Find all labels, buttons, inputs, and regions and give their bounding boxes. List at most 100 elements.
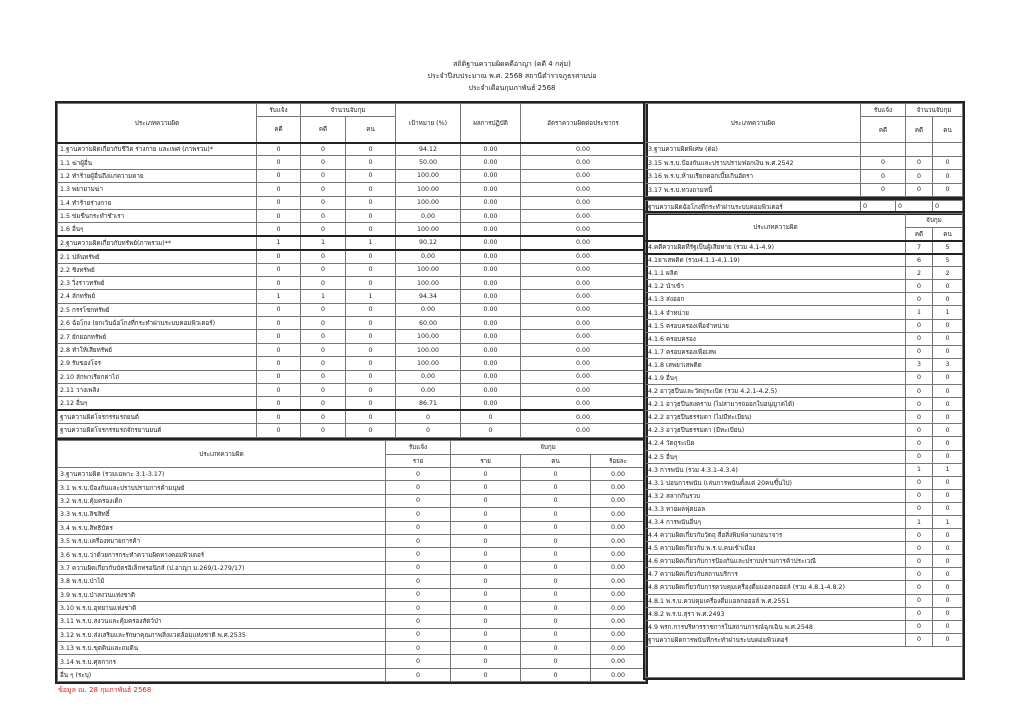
row-value: 0 — [300, 342, 346, 358]
col-header-arrested: จำนวนจับกุม — [905, 103, 963, 117]
row-value: 0 — [450, 507, 521, 522]
row-value: 0 — [460, 423, 521, 438]
row-value: 0 — [345, 409, 396, 425]
row-value: 0 — [932, 423, 963, 438]
blank-cell — [645, 645, 963, 678]
row-value: 0 — [905, 501, 933, 516]
table-row: 3.15 พ.ร.บ.ป้องกันและปราบปรามฟอกเงิน พ.ศ… — [645, 155, 963, 170]
row-value: 0 — [345, 262, 396, 277]
row-label: 3.13 พ.ร.บ.ขุดดินและถมดิน — [57, 641, 386, 656]
row-value: 0.00 — [395, 383, 461, 398]
row-value: 0 — [932, 397, 963, 412]
row-value: 0 — [385, 654, 451, 669]
row-value: 0 — [905, 292, 933, 307]
row-label: 3.14 พ.ร.บ.ศุลกากร — [57, 654, 386, 669]
row-value: 0.00 — [520, 369, 646, 385]
table-row: 4.1.1 ผลิต 2 2 — [645, 266, 963, 281]
row-value: 0 — [905, 528, 933, 543]
row-label: 2.11 วางเพลิง — [57, 383, 257, 398]
row-value: 0 — [385, 547, 451, 562]
table-row: 4.1ยาเสพติด (รวม4.1.1-4.1.19) 6 5 — [645, 252, 963, 268]
table-row: 3.10 พ.ร.บ.อุทยานแห่งชาติ 0 0 0 0.00 — [57, 600, 647, 616]
row-value: 100.00 — [395, 356, 461, 371]
row-value: 0.00 — [520, 155, 646, 170]
row-value: 0 — [905, 182, 933, 197]
row-value: 0 — [345, 316, 396, 331]
row-value: 0 — [520, 654, 591, 669]
row-label: 3.5 พ.ร.บ.เครื่องหมายการค้า — [57, 533, 386, 549]
row-value: 0 — [385, 641, 451, 656]
table-row: 3.3 พ.ร.บ.ลิขสิทธิ์ 0 0 0 0.00 — [57, 507, 647, 522]
table-row: 3.1 พ.ร.บ.ป้องกันและปราบปรามการค้ามนุษย์… — [57, 480, 647, 495]
row-value: 0 — [300, 182, 346, 197]
row-value: 0 — [905, 370, 933, 386]
row-value: 0 — [905, 554, 933, 569]
row-value: 0 — [256, 168, 301, 184]
row-label: ฐานความผิดโจรกรรมรถยนต์ — [57, 409, 257, 425]
arrested-cases: 0 — [895, 200, 933, 213]
row-value: 0.00 — [460, 302, 521, 318]
row-value: 0.00 — [460, 275, 521, 291]
table-row: 3.12 พ.ร.บ.ส่งเสริมและรักษาคุณภาพสิ่งแวด… — [57, 627, 647, 643]
table-row: 4.7 ความผิดเกี่ยวกับสถานบริการ 0 0 — [645, 567, 963, 582]
row-label: 4.3.1 บ่อนการพนัน (เล่นการพนันตั้งแต่ 20… — [645, 475, 906, 490]
table-row: 3.ฐานความผิดพิเศษ (ต่อ) — [645, 142, 963, 157]
row-value: 0.00 — [460, 155, 521, 170]
row-value: 1 — [905, 514, 933, 530]
computer-fraud-table: ฐานความผิดฉ้อโกงที่กระทำผ่านระบบคอมพิวเต… — [643, 198, 965, 215]
row-value: 0 — [300, 383, 346, 398]
row-value: 0.00 — [460, 289, 521, 304]
row-value: 0 — [905, 475, 933, 490]
row-label: 2.5 กรรโชกทรัพย์ — [57, 302, 257, 318]
row-value: 0 — [256, 369, 301, 385]
row-value: 0.00 — [589, 641, 647, 656]
row-value: 0 — [256, 302, 301, 318]
col-header-persons: คน — [932, 226, 963, 241]
crime-table-groups-1-2: ประเภทความผิด รับแจ้ง จำนวนจับกุม เป้าหม… — [55, 101, 648, 440]
table-row: 4.คดีความผิดที่รัฐเป็นผู้เสียหาย (รวม 4.… — [645, 239, 963, 255]
table-row: 1.5 ข่มขืนกระทำชำเรา 0 0 0 0.00 0.00 0.00 — [57, 208, 646, 224]
row-label: 2.9 รับของโจร — [57, 356, 257, 371]
col-header-persons: คน — [520, 453, 591, 468]
row-label: 4.3.2 สลากกินรวบ — [645, 488, 906, 503]
row-value: 100.00 — [395, 168, 461, 184]
row-value: 0 — [520, 520, 591, 535]
col-header-target: เป้าหมาย (%) — [395, 103, 461, 143]
table-row: 3.14 พ.ร.บ.ศุลกากร 0 0 0 0.00 — [57, 654, 647, 669]
row-value: 0.00 — [460, 383, 521, 398]
row-value: 0 — [395, 409, 461, 425]
col-header-arrested: จับกุม — [449, 440, 647, 455]
row-value: 0 — [256, 342, 301, 358]
row-value: 0 — [300, 141, 346, 157]
row-value: 0 — [905, 423, 933, 438]
row-value: 0.00 — [589, 466, 647, 482]
row-value: 0 — [520, 493, 591, 509]
row-value: 0.00 — [460, 235, 521, 251]
row-value: 0.00 — [589, 493, 647, 509]
row-value: 0.00 — [460, 262, 521, 277]
col-header-reported-unit: ราย — [385, 453, 451, 468]
col-header-arrested: จับกุม — [905, 213, 963, 228]
row-value: 0.00 — [460, 396, 521, 411]
row-value: 0 — [256, 383, 301, 398]
col-header-arrested-unit: ราย — [450, 453, 521, 468]
row-value: 0 — [345, 195, 396, 210]
row-label: 3.9 พ.ร.บ.ป่าสงวนแห่งชาติ — [57, 587, 386, 602]
row-label: 4.3.3 ทายผลฟุตบอล — [645, 501, 906, 516]
row-value: 0.00 — [589, 560, 647, 576]
row-label: 3.4 พ.ร.บ.สิทธิบัตร — [57, 520, 386, 535]
row-value: 0 — [300, 208, 346, 224]
row-value: 0.00 — [520, 235, 646, 251]
table-row: 4.1.8 เสพยาเสพติด 3 3 — [645, 357, 963, 372]
row-label: 4.8 ความผิดเกี่ยวกับการควบคุมเครื่องดื่ม… — [645, 580, 906, 595]
row-value: 0 — [932, 410, 963, 425]
table-row: ฐานความผิดการพนันที่กระทำผ่านระบบคอมพิวเ… — [645, 632, 963, 647]
row-value: 0 — [520, 667, 591, 683]
row-value: 0 — [905, 397, 933, 412]
row-value: 0 — [932, 449, 963, 464]
col-header-reported-cases: คดี — [256, 116, 301, 143]
row-value: 0 — [932, 567, 963, 582]
row-value: 0 — [932, 541, 963, 556]
table-row: 1.2 ทำร้ายผู้อื่นถึงแก่ความตาย 0 0 0 100.00 0… — [57, 168, 646, 184]
row-value: 0 — [345, 302, 396, 318]
